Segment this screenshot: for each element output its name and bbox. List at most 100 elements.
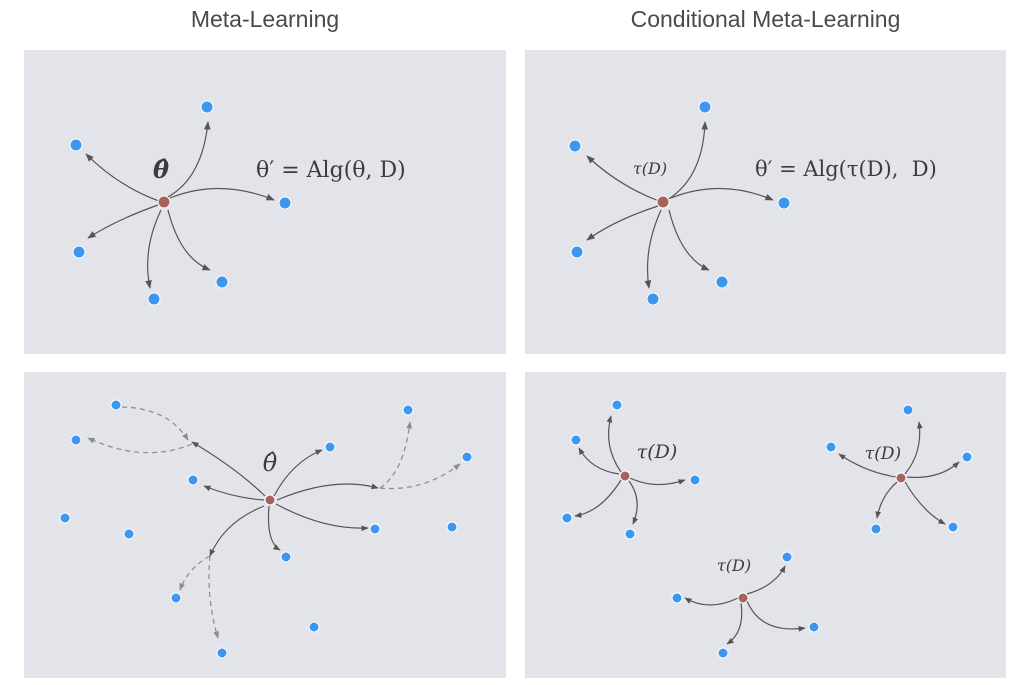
center-point — [656, 195, 670, 209]
dashed-update-arrow — [121, 406, 189, 441]
update-arrow — [875, 481, 898, 519]
task-point — [170, 592, 182, 604]
task-point — [870, 523, 882, 535]
update-formula: θ′ = Alg(τ(D), D) — [755, 157, 937, 181]
task-point — [69, 138, 83, 152]
task-point — [689, 474, 701, 486]
dashed-update-arrow — [208, 555, 219, 639]
task-point — [187, 474, 199, 486]
update-arrow — [904, 481, 946, 525]
meta-learning-diagram-bottom: θ̂ — [59, 399, 473, 659]
center-label: θ̂ — [263, 449, 278, 477]
update-arrow — [644, 209, 662, 289]
meta-learning-panel-bottom: θ̂ — [24, 372, 506, 678]
update-arrow — [85, 153, 160, 202]
conditional-meta-learning-panel-top: τ(D) θ′ = Alg(τ(D), D) — [525, 50, 1006, 354]
meta-learning-panel-top: θ̂ θ′ = Alg(θ, D) — [24, 50, 506, 354]
update-arrow — [904, 421, 923, 475]
task-point — [947, 521, 959, 533]
task-point — [570, 245, 584, 259]
task-point — [698, 100, 712, 114]
center-point — [264, 494, 276, 506]
task-point — [215, 275, 229, 289]
update-arrow — [668, 209, 710, 271]
update-arrow — [87, 204, 159, 239]
conditional-meta-learning-diagram-bottom: τ(D) τ(D) τ(D) — [561, 399, 973, 659]
task-point — [777, 196, 791, 210]
cluster-label: τ(D) — [865, 444, 901, 464]
task-point — [402, 404, 414, 416]
task-point — [902, 404, 914, 416]
task-point — [147, 292, 161, 306]
task-point — [72, 245, 86, 259]
update-arrow — [276, 483, 379, 501]
update-arrow — [273, 449, 323, 497]
update-arrow — [606, 415, 622, 473]
conditional-meta-learning-panel-bottom: τ(D) τ(D) τ(D) — [525, 372, 1006, 678]
task-point — [671, 592, 683, 604]
dashed-update-arrow — [87, 437, 193, 454]
center-point — [157, 195, 171, 209]
update-arrow — [670, 187, 774, 201]
update-arrow — [161, 121, 211, 201]
task-point — [624, 528, 636, 540]
update-arrow — [275, 503, 369, 532]
center-label: τ(D) — [633, 159, 667, 178]
update-arrow — [628, 480, 639, 525]
task-point — [123, 528, 135, 540]
update-arrow — [746, 565, 786, 595]
task-point — [561, 512, 573, 524]
task-point — [646, 292, 660, 306]
cluster-center-point — [619, 470, 631, 482]
update-arrow — [726, 602, 743, 645]
cluster-center-point — [737, 592, 749, 604]
cluster-label: τ(D) — [717, 556, 751, 575]
update-arrow — [838, 453, 897, 478]
dashed-update-arrow — [379, 463, 461, 490]
update-arrow — [191, 441, 266, 497]
task-point — [808, 621, 820, 633]
update-arrow — [586, 155, 660, 202]
task-point — [200, 100, 214, 114]
task-point — [216, 647, 228, 659]
meta-learning-diagram-top: θ̂ θ′ = Alg(θ, D) — [69, 100, 406, 306]
task-point — [570, 434, 582, 446]
update-arrow — [209, 505, 265, 557]
conditional-meta-learning-title: Conditional Meta-Learning — [630, 6, 901, 32]
task-point — [715, 275, 729, 289]
task-point — [308, 621, 320, 633]
update-arrow — [746, 600, 806, 632]
update-arrow — [145, 209, 162, 289]
task-point — [280, 551, 292, 563]
task-point — [110, 399, 122, 411]
update-arrow — [906, 461, 960, 479]
update-formula: θ′ = Alg(θ, D) — [256, 158, 406, 183]
dashed-update-arrow — [179, 555, 211, 591]
update-arrow — [169, 187, 275, 201]
task-point — [59, 512, 71, 524]
update-arrow — [629, 477, 686, 486]
cluster-label: τ(D) — [637, 441, 678, 463]
task-point — [825, 441, 837, 453]
task-point — [70, 434, 82, 446]
task-point — [568, 139, 582, 153]
task-point — [324, 441, 336, 453]
conditional-meta-learning-diagram-top: τ(D) θ′ = Alg(τ(D), D) — [568, 100, 937, 306]
center-label: θ̂ — [153, 155, 169, 184]
update-arrow — [586, 205, 659, 241]
cluster-center-point — [895, 472, 907, 484]
update-arrow — [203, 485, 265, 501]
dashed-update-arrow — [379, 421, 413, 489]
task-point — [278, 196, 292, 210]
update-arrow — [574, 479, 622, 518]
update-arrow — [578, 447, 620, 475]
update-arrow — [167, 209, 211, 271]
task-point — [446, 521, 458, 533]
task-point — [781, 551, 793, 563]
task-point — [461, 451, 473, 463]
meta-learning-title: Meta-Learning — [190, 6, 340, 32]
update-arrow — [267, 505, 281, 551]
task-point — [717, 647, 729, 659]
update-arrow — [666, 121, 709, 201]
task-point — [369, 523, 381, 535]
